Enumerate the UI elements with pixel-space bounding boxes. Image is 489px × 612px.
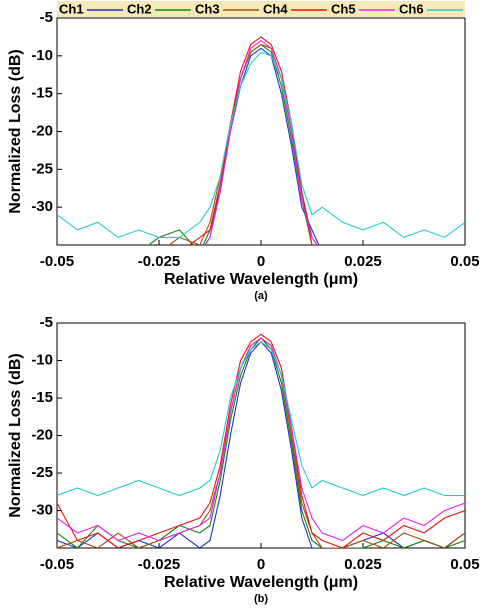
y-tick-label: -10	[31, 47, 53, 64]
y-tick-label: -25	[31, 464, 53, 481]
y-tick-label: -30	[31, 198, 53, 215]
caption: (a)	[254, 290, 268, 302]
legend-box	[57, 1, 465, 17]
x-tick-label: -0.025	[138, 556, 181, 573]
legend-label: Ch5	[331, 1, 356, 16]
x-tick-label: 0.05	[450, 556, 479, 573]
x-axis-label: Relative Wavelength (μm)	[164, 271, 358, 288]
y-tick-label: -5	[40, 9, 53, 26]
y-tick-label: -5	[40, 314, 53, 331]
x-tick-label: -0.025	[138, 253, 181, 270]
x-tick-label: -0.05	[40, 556, 74, 573]
series-line	[188, 36, 313, 245]
y-tick-label: -10	[31, 351, 53, 368]
series-line	[168, 43, 318, 245]
series-line	[57, 337, 465, 542]
y-axis-label: Normalized Loss (dB)	[7, 353, 24, 517]
y-tick-label: -15	[31, 85, 53, 102]
x-tick-label: 0	[257, 253, 265, 270]
x-tick-label: 0.05	[450, 253, 479, 270]
x-tick-label: 0.025	[344, 253, 382, 270]
series-line	[57, 51, 465, 239]
series-line	[57, 341, 465, 497]
series-line	[57, 337, 465, 548]
series-line	[57, 337, 465, 548]
legend-label: Ch4	[263, 1, 288, 16]
legend-label: Ch2	[127, 1, 152, 16]
x-tick-label: 0	[257, 556, 265, 573]
series-line	[57, 340, 465, 548]
y-tick-label: -30	[31, 501, 53, 518]
x-axis-label: Relative Wavelength (μm)	[164, 574, 358, 591]
series-line	[147, 43, 313, 245]
x-tick-label: -0.05	[40, 253, 74, 270]
caption: (b)	[254, 593, 268, 605]
series-line	[57, 333, 465, 548]
y-tick-label: -20	[31, 426, 53, 443]
plot-frame	[56, 322, 466, 549]
y-tick-label: -15	[31, 389, 53, 406]
y-axis-label: Normalized Loss (dB)	[7, 49, 24, 213]
x-tick-label: 0.025	[344, 556, 382, 573]
legend-label: Ch6	[399, 1, 424, 16]
series-line	[177, 47, 320, 245]
legend-label: Ch1	[59, 1, 84, 16]
y-tick-label: -25	[31, 160, 53, 177]
legend-label: Ch3	[195, 1, 220, 16]
y-tick-label: -20	[31, 122, 53, 139]
series-line	[204, 40, 318, 245]
